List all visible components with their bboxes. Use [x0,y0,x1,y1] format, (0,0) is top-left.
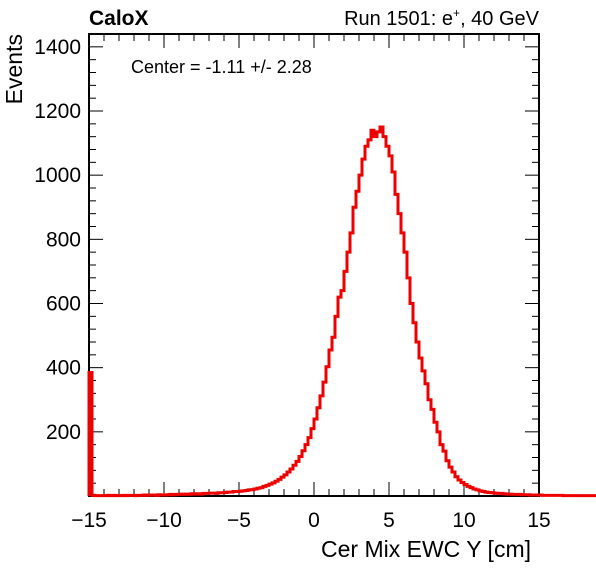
x-tick-label: −15 [71,509,107,532]
y-tick-label: 1400 [34,36,81,59]
y-axis-label: Events [1,34,27,104]
y-tick-label: 200 [46,421,81,444]
x-tick-label: 5 [383,509,395,532]
x-axis-ticks [88,34,540,496]
histogram-series-line [87,125,596,498]
x-axis-label: Cer Mix EWC Y [cm] [321,536,531,562]
x-tick-label: 0 [308,509,320,532]
x-axis-tick-labels: −15 −10 −5 0 5 10 15 [71,509,550,532]
y-tick-label: 400 [46,357,81,380]
y-tick-label: 800 [46,228,81,251]
x-tick-label: 15 [527,509,550,532]
y-tick-label: 1000 [34,164,81,187]
x-tick-label: 10 [452,509,475,532]
center-annotation: Center = -1.11 +/- 2.28 [131,57,312,77]
chart-title-left: CaloX [89,7,149,30]
y-tick-label: 1200 [34,100,81,123]
y-axis-ticks [89,33,539,497]
x-tick-label: −10 [146,509,182,532]
y-axis-tick-labels: 200 400 600 800 1000 1200 1400 [34,36,81,444]
y-tick-label: 600 [46,293,81,316]
x-tick-label: −5 [227,509,251,532]
chart-title-right: Run 1501: e+, 40 GeV [344,6,540,30]
